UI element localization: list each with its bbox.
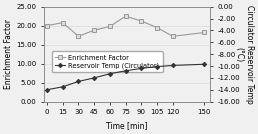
Enrichment Factor xyxy=(171,36,174,37)
Reservoir Temp (Circulator) xyxy=(61,86,64,88)
Enrichment Factor xyxy=(93,29,96,31)
X-axis label: Time [min]: Time [min] xyxy=(106,121,147,130)
Line: Reservoir Temp (Circulator): Reservoir Temp (Circulator) xyxy=(45,63,206,91)
Enrichment Factor xyxy=(140,20,143,22)
Enrichment Factor xyxy=(77,36,80,37)
Reservoir Temp (Circulator) xyxy=(140,68,143,69)
Line: Enrichment Factor: Enrichment Factor xyxy=(45,14,206,38)
Reservoir Temp (Circulator) xyxy=(156,66,159,67)
Enrichment Factor xyxy=(156,27,159,28)
Reservoir Temp (Circulator) xyxy=(124,70,127,72)
Y-axis label: Enrichment Factor: Enrichment Factor xyxy=(4,19,13,89)
Reservoir Temp (Circulator) xyxy=(203,63,206,65)
Reservoir Temp (Circulator) xyxy=(93,77,96,79)
Enrichment Factor xyxy=(108,26,111,27)
Reservoir Temp (Circulator) xyxy=(171,65,174,66)
Enrichment Factor xyxy=(45,25,49,27)
Legend: Enrichment Factor, Reservoir Temp (Circulator): Enrichment Factor, Reservoir Temp (Circu… xyxy=(52,51,163,72)
Y-axis label: Circulator Reservoir Temp
(°C): Circulator Reservoir Temp (°C) xyxy=(235,5,254,104)
Enrichment Factor xyxy=(203,32,206,33)
Reservoir Temp (Circulator) xyxy=(45,89,49,91)
Reservoir Temp (Circulator) xyxy=(77,81,80,82)
Reservoir Temp (Circulator) xyxy=(108,73,111,75)
Enrichment Factor xyxy=(61,22,64,23)
Enrichment Factor xyxy=(124,15,127,17)
